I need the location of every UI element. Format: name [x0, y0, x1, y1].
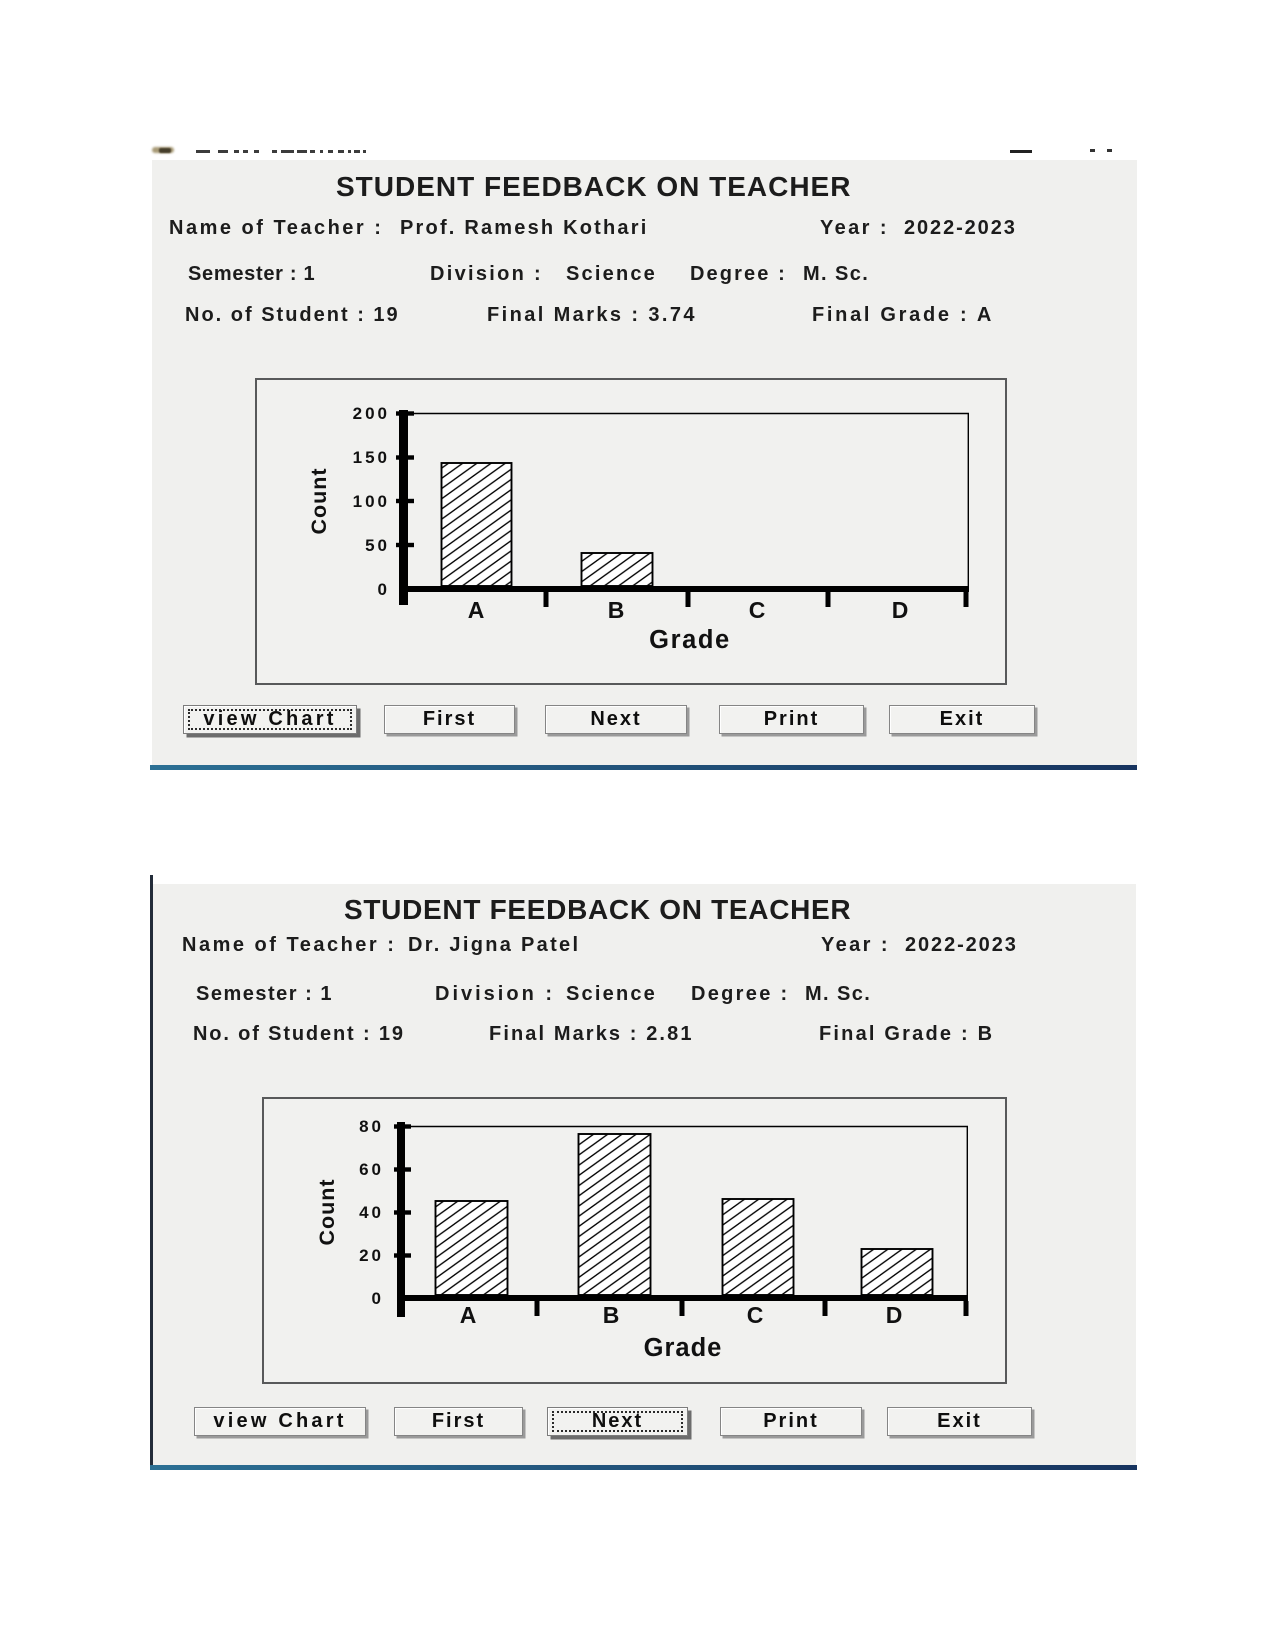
svg-text:80: 80: [359, 1117, 384, 1136]
svg-text:D: D: [886, 1302, 903, 1328]
svg-text:40: 40: [359, 1203, 384, 1222]
svg-text:C: C: [749, 597, 766, 623]
svg-text:Grade: Grade: [649, 626, 731, 654]
svg-text:Count: Count: [307, 467, 331, 534]
svg-text:D: D: [892, 597, 909, 623]
svg-text:0: 0: [372, 1289, 384, 1308]
svg-text:Grade: Grade: [644, 1334, 723, 1362]
svg-text:B: B: [608, 597, 625, 623]
svg-text:C: C: [747, 1302, 764, 1328]
svg-text:100: 100: [353, 492, 390, 511]
svg-text:60: 60: [359, 1160, 384, 1179]
svg-text:0: 0: [378, 580, 390, 599]
svg-text:A: A: [460, 1302, 477, 1328]
svg-text:200: 200: [353, 404, 390, 423]
svg-text:A: A: [468, 597, 485, 623]
svg-text:150: 150: [353, 448, 390, 467]
svg-text:Count: Count: [315, 1178, 339, 1245]
svg-text:50: 50: [365, 536, 390, 555]
svg-text:B: B: [603, 1302, 620, 1328]
svg-text:20: 20: [359, 1246, 384, 1265]
